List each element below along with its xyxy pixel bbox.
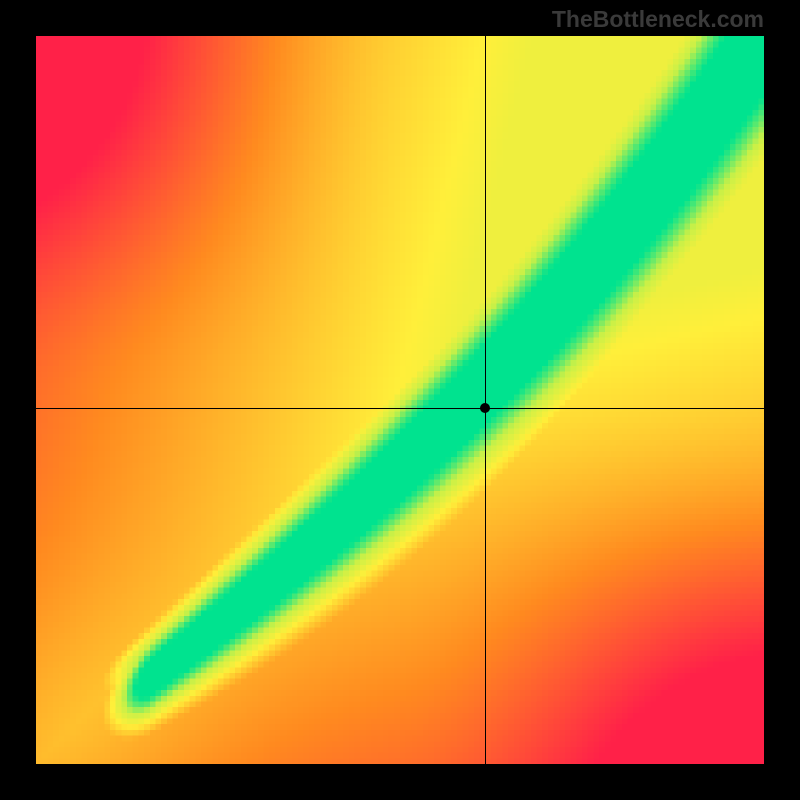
crosshair-vertical xyxy=(485,36,486,764)
heatmap-canvas xyxy=(36,36,764,764)
crosshair-horizontal xyxy=(36,408,764,409)
watermark-text: TheBottleneck.com xyxy=(552,6,764,33)
plot-frame xyxy=(36,36,764,764)
figure-root: TheBottleneck.com xyxy=(0,0,800,800)
